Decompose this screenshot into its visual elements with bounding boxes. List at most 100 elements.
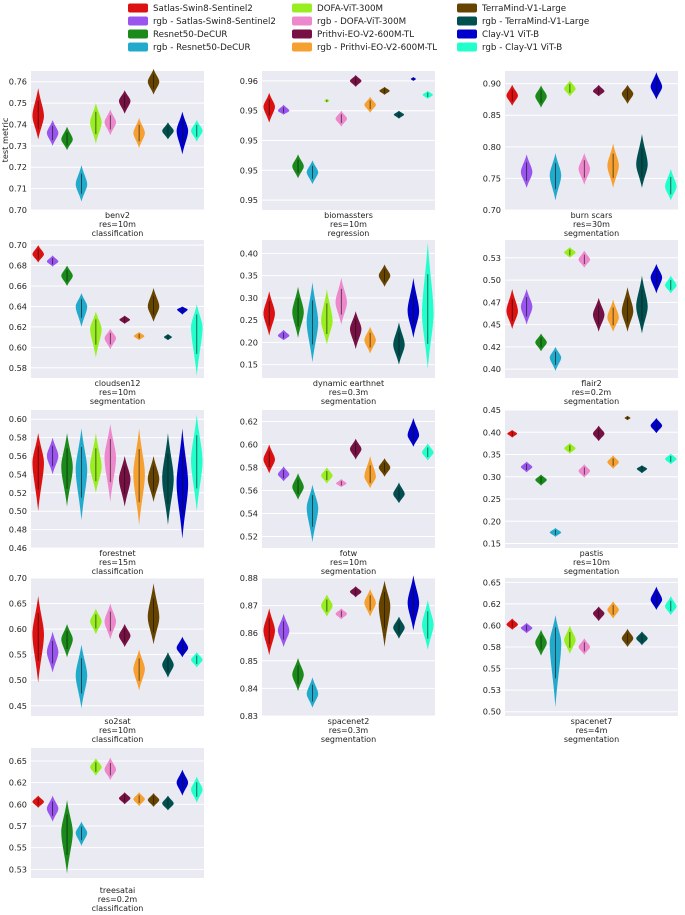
panel-caption-res: res=10m (573, 558, 610, 567)
y-tick-label: 0.48 (9, 525, 27, 535)
panel-caption-task: segmentation (90, 397, 145, 406)
panel-caption-task: segmentation (321, 567, 376, 576)
panel-caption-name: so2sat (104, 717, 130, 726)
legend-swatch (128, 29, 148, 39)
panel-cloudsen12: 0.58 0.60 0.62 0.64 0.66 0.68 0.70 cloudsen12re… (9, 240, 204, 406)
y-tick-label: 0.70 (9, 573, 27, 583)
y-tick-label: 0.90 (483, 79, 501, 89)
legend-label: rgb - DOFA-ViT-300M (317, 17, 406, 27)
y-axis-label: test metric (0, 118, 10, 163)
y-tick-label: 0.55 (9, 843, 27, 853)
y-tick-label: 0.64 (9, 301, 27, 311)
legend-entry: rgb - Clay-V1 ViT-B (457, 42, 562, 53)
legend-entry: rgb - Resnet50-DeCUR (128, 42, 251, 53)
panel-caption-task: classification (92, 735, 144, 744)
panel-caption-name: biomassters (324, 211, 373, 220)
y-tick-label: 0.20 (240, 337, 258, 347)
panel-caption-res: res=0.3m (329, 726, 369, 735)
panel-caption-task: segmentation (321, 397, 376, 406)
legend-label: Prithvi-EO-V2-600M-TL (317, 30, 414, 40)
panel-treesatai: 0.53 0.55 0.57 0.60 0.62 0.65 treesataires=0.2… (9, 748, 204, 913)
y-tick-label: 0.52 (240, 532, 258, 542)
y-tick-label: 0.87 (240, 601, 258, 611)
y-tick-label: 0.46 (9, 543, 27, 553)
plot-area (31, 410, 204, 548)
panel-caption-res: res=10m (330, 220, 367, 229)
plot-area (262, 240, 435, 378)
panel-caption-name: forestnet (99, 549, 135, 558)
panel-pastis: 0.15 0.20 0.25 0.30 0.35 0.40 0.45 pastisres=10… (483, 405, 678, 576)
panel-caption-name: cloudsen12 (94, 379, 140, 388)
y-tick-label: 0.62 (9, 322, 27, 332)
legend-label: rgb - Resnet50-DeCUR (153, 43, 251, 53)
panel-caption-task: regression (328, 229, 370, 238)
legend-swatch (128, 3, 148, 13)
panel-caption-task: segmentation (321, 735, 376, 744)
y-tick-label: 0.15 (483, 539, 501, 549)
y-tick-label: 0.75 (9, 98, 27, 108)
panel-forestnet: 0.46 0.48 0.50 0.52 0.54 0.56 0.58 0.60 forestne… (9, 410, 204, 576)
panel-caption-name: burn scars (571, 211, 613, 220)
y-tick-label: 0.60 (9, 624, 27, 634)
y-tick-label: 0.60 (9, 414, 27, 424)
y-tick-label: 0.55 (483, 664, 501, 674)
y-tick-label: 0.45 (9, 701, 27, 711)
legend: Satlas-Swin8-Sentinel2 rgb - Satlas-Swin8… (128, 3, 589, 53)
y-tick-label: 0.53 (9, 864, 27, 874)
panels: 0.700.710.720.730.740.750.76benv2res=10m… (9, 68, 678, 913)
y-tick-label: 0.25 (240, 315, 258, 325)
panel-caption-res: res=10m (99, 388, 136, 397)
legend-entry: DOFA-ViT-300M (292, 3, 383, 14)
panel-burn-scars: 0.70 0.75 0.80 0.85 0.90 burn scarsres=30mseg… (483, 71, 678, 238)
y-tick-label: 0.60 (483, 620, 501, 630)
panel-caption-res: res=0.2m (98, 895, 138, 904)
legend-entry: rgb - DOFA-ViT-300M (292, 16, 406, 27)
y-tick-label: 0.50 (483, 707, 501, 717)
panel-caption-name: dynamic earthnet (313, 379, 384, 388)
y-tick-label: 0.65 (9, 756, 27, 766)
plot-area (505, 240, 678, 378)
y-tick-label: 0.70 (9, 240, 27, 250)
panel-caption-res: res=4m (576, 726, 608, 735)
y-tick-label: 0.75 (483, 173, 501, 183)
y-tick-label: 0.60 (9, 799, 27, 809)
plot-area (31, 240, 204, 378)
panel-biomassters: 0.95 0.95 0.95 0.95 0.96 biomasstersres=10mre… (240, 71, 435, 238)
panel-spacenet2: 0.83 0.84 0.85 0.86 0.87 0.88 spacenet2res=0.3… (240, 573, 435, 744)
legend-swatch (457, 16, 477, 26)
plot-area (31, 748, 204, 878)
plot-area (31, 578, 204, 716)
y-tick-label: 0.95 (240, 106, 258, 116)
y-tick-label: 0.56 (240, 486, 258, 496)
y-tick-label: 0.40 (483, 364, 501, 374)
y-tick-label: 0.62 (483, 599, 501, 609)
y-tick-label: 0.60 (9, 342, 27, 352)
panel-caption-task: classification (92, 904, 144, 913)
y-tick-label: 0.58 (483, 642, 501, 652)
y-tick-label: 0.35 (240, 271, 258, 281)
y-tick-label: 0.45 (483, 320, 501, 330)
y-tick-label: 0.96 (240, 76, 258, 86)
panel-caption-task: segmentation (564, 735, 619, 744)
y-tick-label: 0.53 (483, 253, 501, 263)
legend-entry: Prithvi-EO-V2-600M-TL (292, 29, 414, 40)
y-tick-label: 0.85 (483, 110, 501, 120)
y-tick-label: 0.53 (483, 685, 501, 695)
panel-caption-res: res=15m (99, 558, 136, 567)
y-tick-label: 0.62 (9, 778, 27, 788)
y-tick-label: 0.70 (9, 205, 27, 215)
legend-swatch (457, 42, 477, 52)
y-tick-label: 0.95 (240, 195, 258, 205)
y-tick-label: 0.66 (9, 281, 27, 291)
panel-dynamic-earthnet: 0.15 0.20 0.25 0.30 0.35 0.40 dynamic earthnet… (240, 240, 435, 406)
legend-entry: rgb - Prithvi-EO-V2-600M-TL (292, 42, 437, 53)
y-tick-label: 0.85 (240, 656, 258, 666)
legend-entry: Clay-V1 ViT-B (457, 29, 539, 40)
legend-label: rgb - Prithvi-EO-V2-600M-TL (317, 43, 437, 53)
y-tick-label: 0.15 (240, 360, 258, 370)
y-tick-label: 0.86 (240, 628, 258, 638)
legend-label: Clay-V1 ViT-B (482, 30, 539, 40)
panel-caption-res: res=0.3m (329, 388, 369, 397)
y-tick-label: 0.40 (240, 248, 258, 258)
y-tick-label: 0.55 (9, 650, 27, 660)
